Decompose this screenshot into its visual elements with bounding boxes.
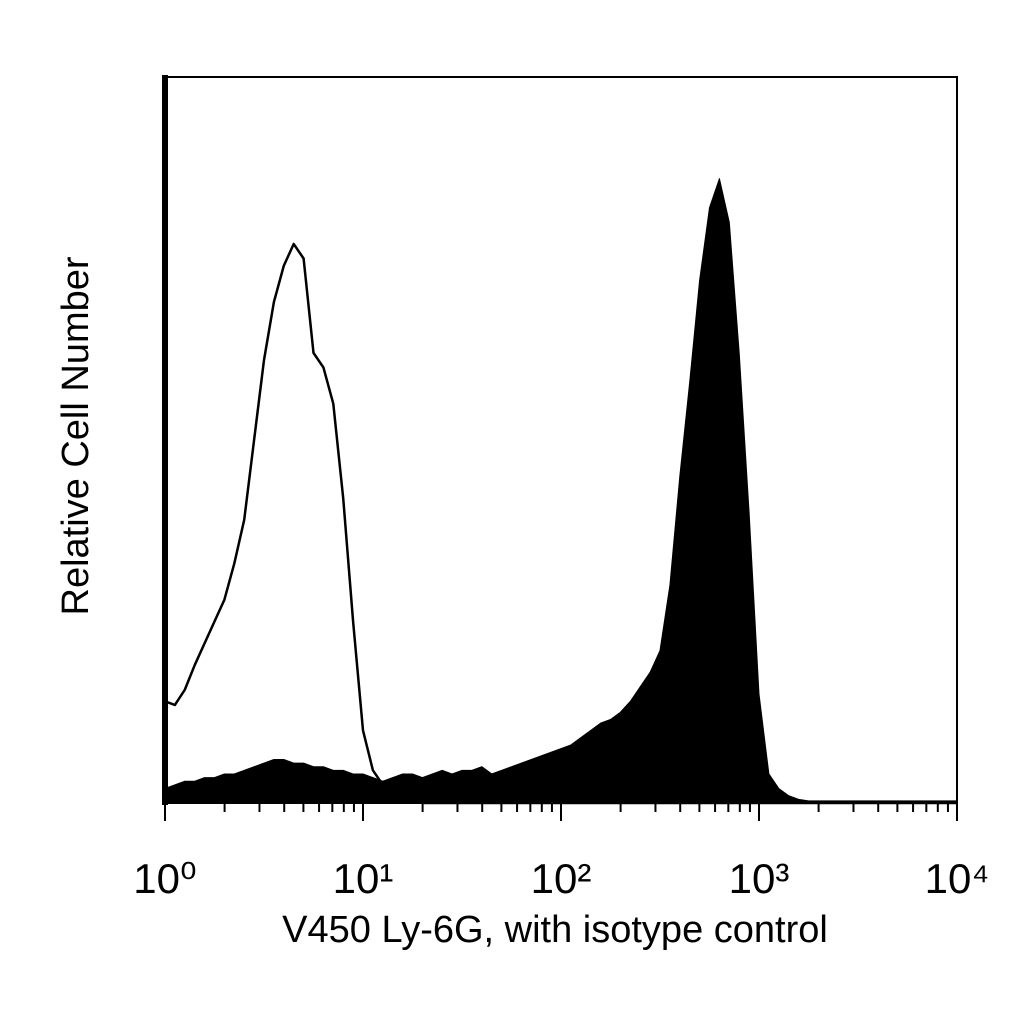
filled-histogram — [164, 178, 958, 804]
x-tick-label: 10¹ — [333, 855, 394, 902]
x-tick-label: 10⁰ — [133, 855, 197, 902]
x-tick-label: 10³ — [729, 855, 790, 902]
x-tick-label: 10⁴ — [925, 855, 990, 902]
x-axis-label: V450 Ly-6G, with isotype control — [282, 909, 828, 951]
y-axis-label: Relative Cell Number — [55, 256, 97, 615]
x-tick-label: 10² — [531, 855, 592, 902]
